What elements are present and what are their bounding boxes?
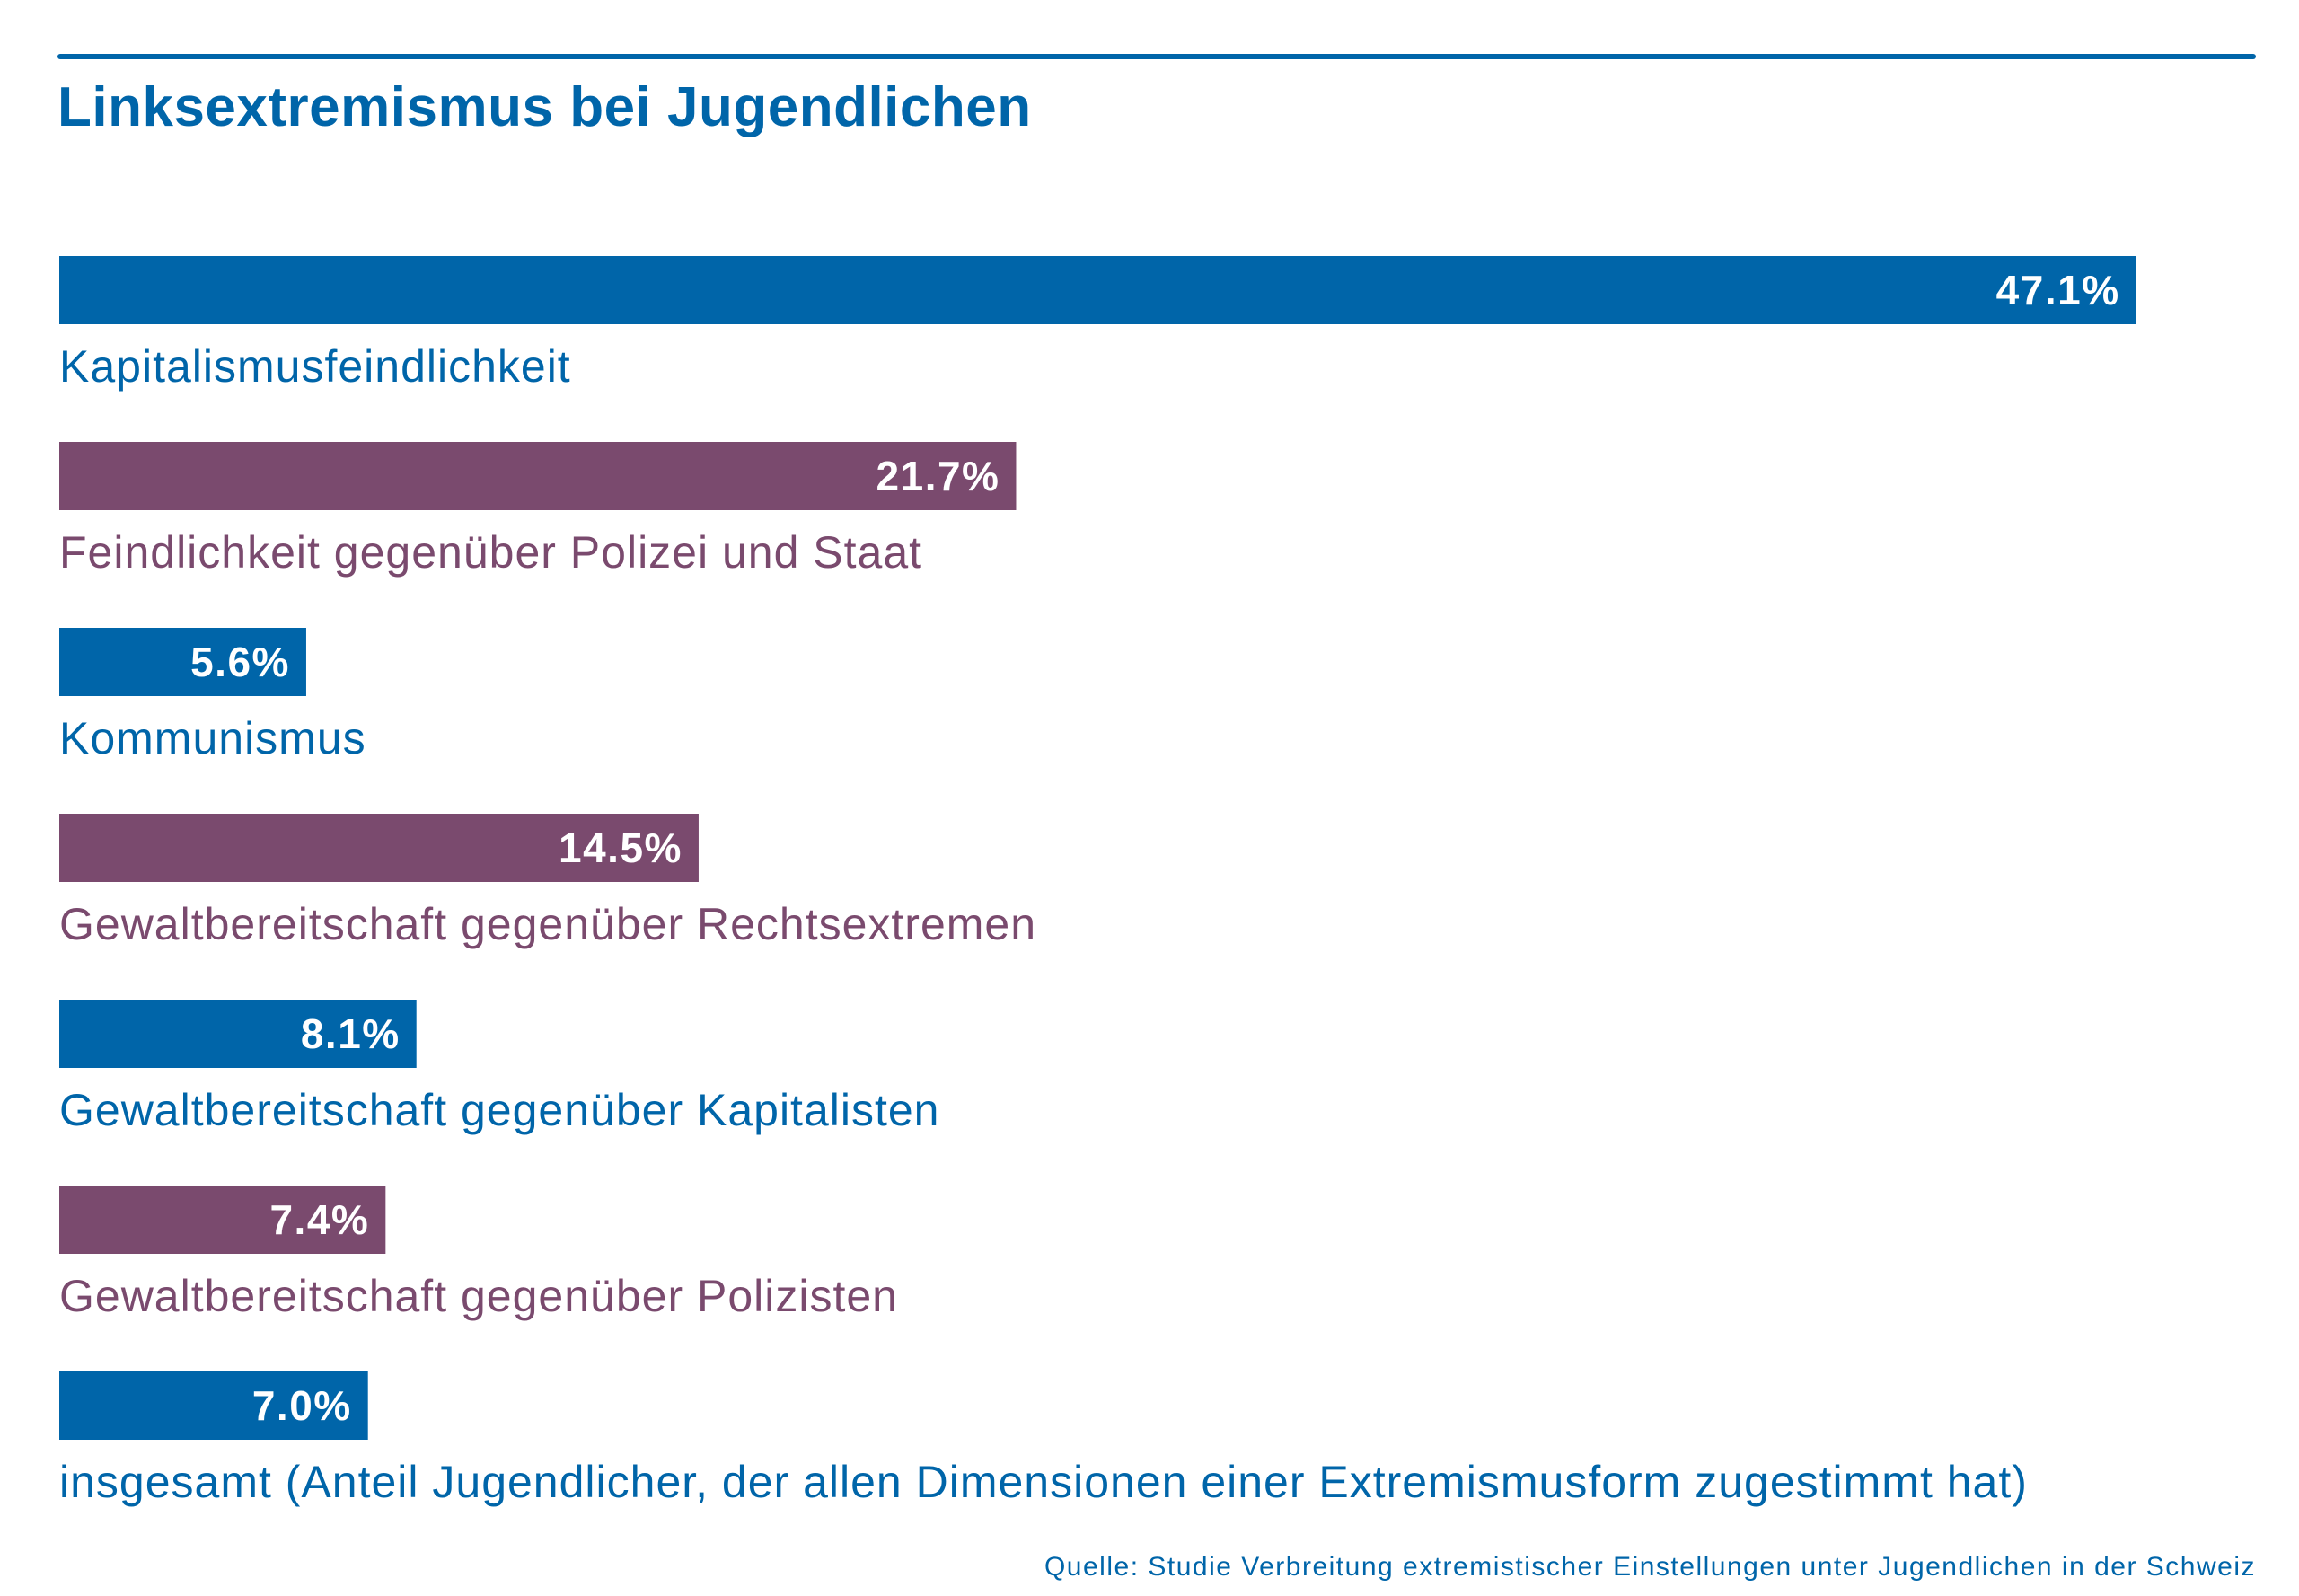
- bar-4: [59, 814, 699, 882]
- bar-value-label-3: 5.6%: [190, 639, 290, 685]
- bar-value-label-4: 14.5%: [559, 824, 683, 871]
- top-rule: [57, 54, 2256, 59]
- source-note: Quelle: Studie Verbreitung extremistisch…: [1044, 1552, 2256, 1582]
- category-label-3: Kommunismus: [59, 713, 366, 763]
- bar-5: [59, 1000, 417, 1068]
- category-label-6: Gewaltbereitschaft gegenüber Polizisten: [59, 1271, 898, 1321]
- bar-value-label-7: 7.0%: [252, 1382, 352, 1429]
- bar-1: [59, 256, 2136, 324]
- category-label-7: insgesamt (Anteil Jugendlicher, der alle…: [59, 1457, 2028, 1507]
- category-label-2: Feindlichkeit gegenüber Polizei und Staa…: [59, 527, 922, 578]
- bar-value-label-6: 7.4%: [269, 1196, 369, 1243]
- category-label-5: Gewaltbereitschaft gegenüber Kapitaliste…: [59, 1085, 939, 1135]
- bar-value-label-1: 47.1%: [1996, 267, 2120, 313]
- bar-value-label-5: 8.1%: [301, 1010, 401, 1057]
- category-label-4: Gewaltbereitschaft gegenüber Rechtsextre…: [59, 899, 1036, 949]
- bar-2: [59, 442, 1017, 510]
- bar-6: [59, 1186, 386, 1254]
- bar-value-label-2: 21.7%: [876, 453, 1000, 499]
- category-label-1: Kapitalismusfeindlichkeit: [59, 341, 571, 392]
- bar-7: [59, 1371, 368, 1440]
- chart-title: Linksextremismus bei Jugendlichen: [57, 76, 1032, 138]
- bar-3: [59, 628, 306, 696]
